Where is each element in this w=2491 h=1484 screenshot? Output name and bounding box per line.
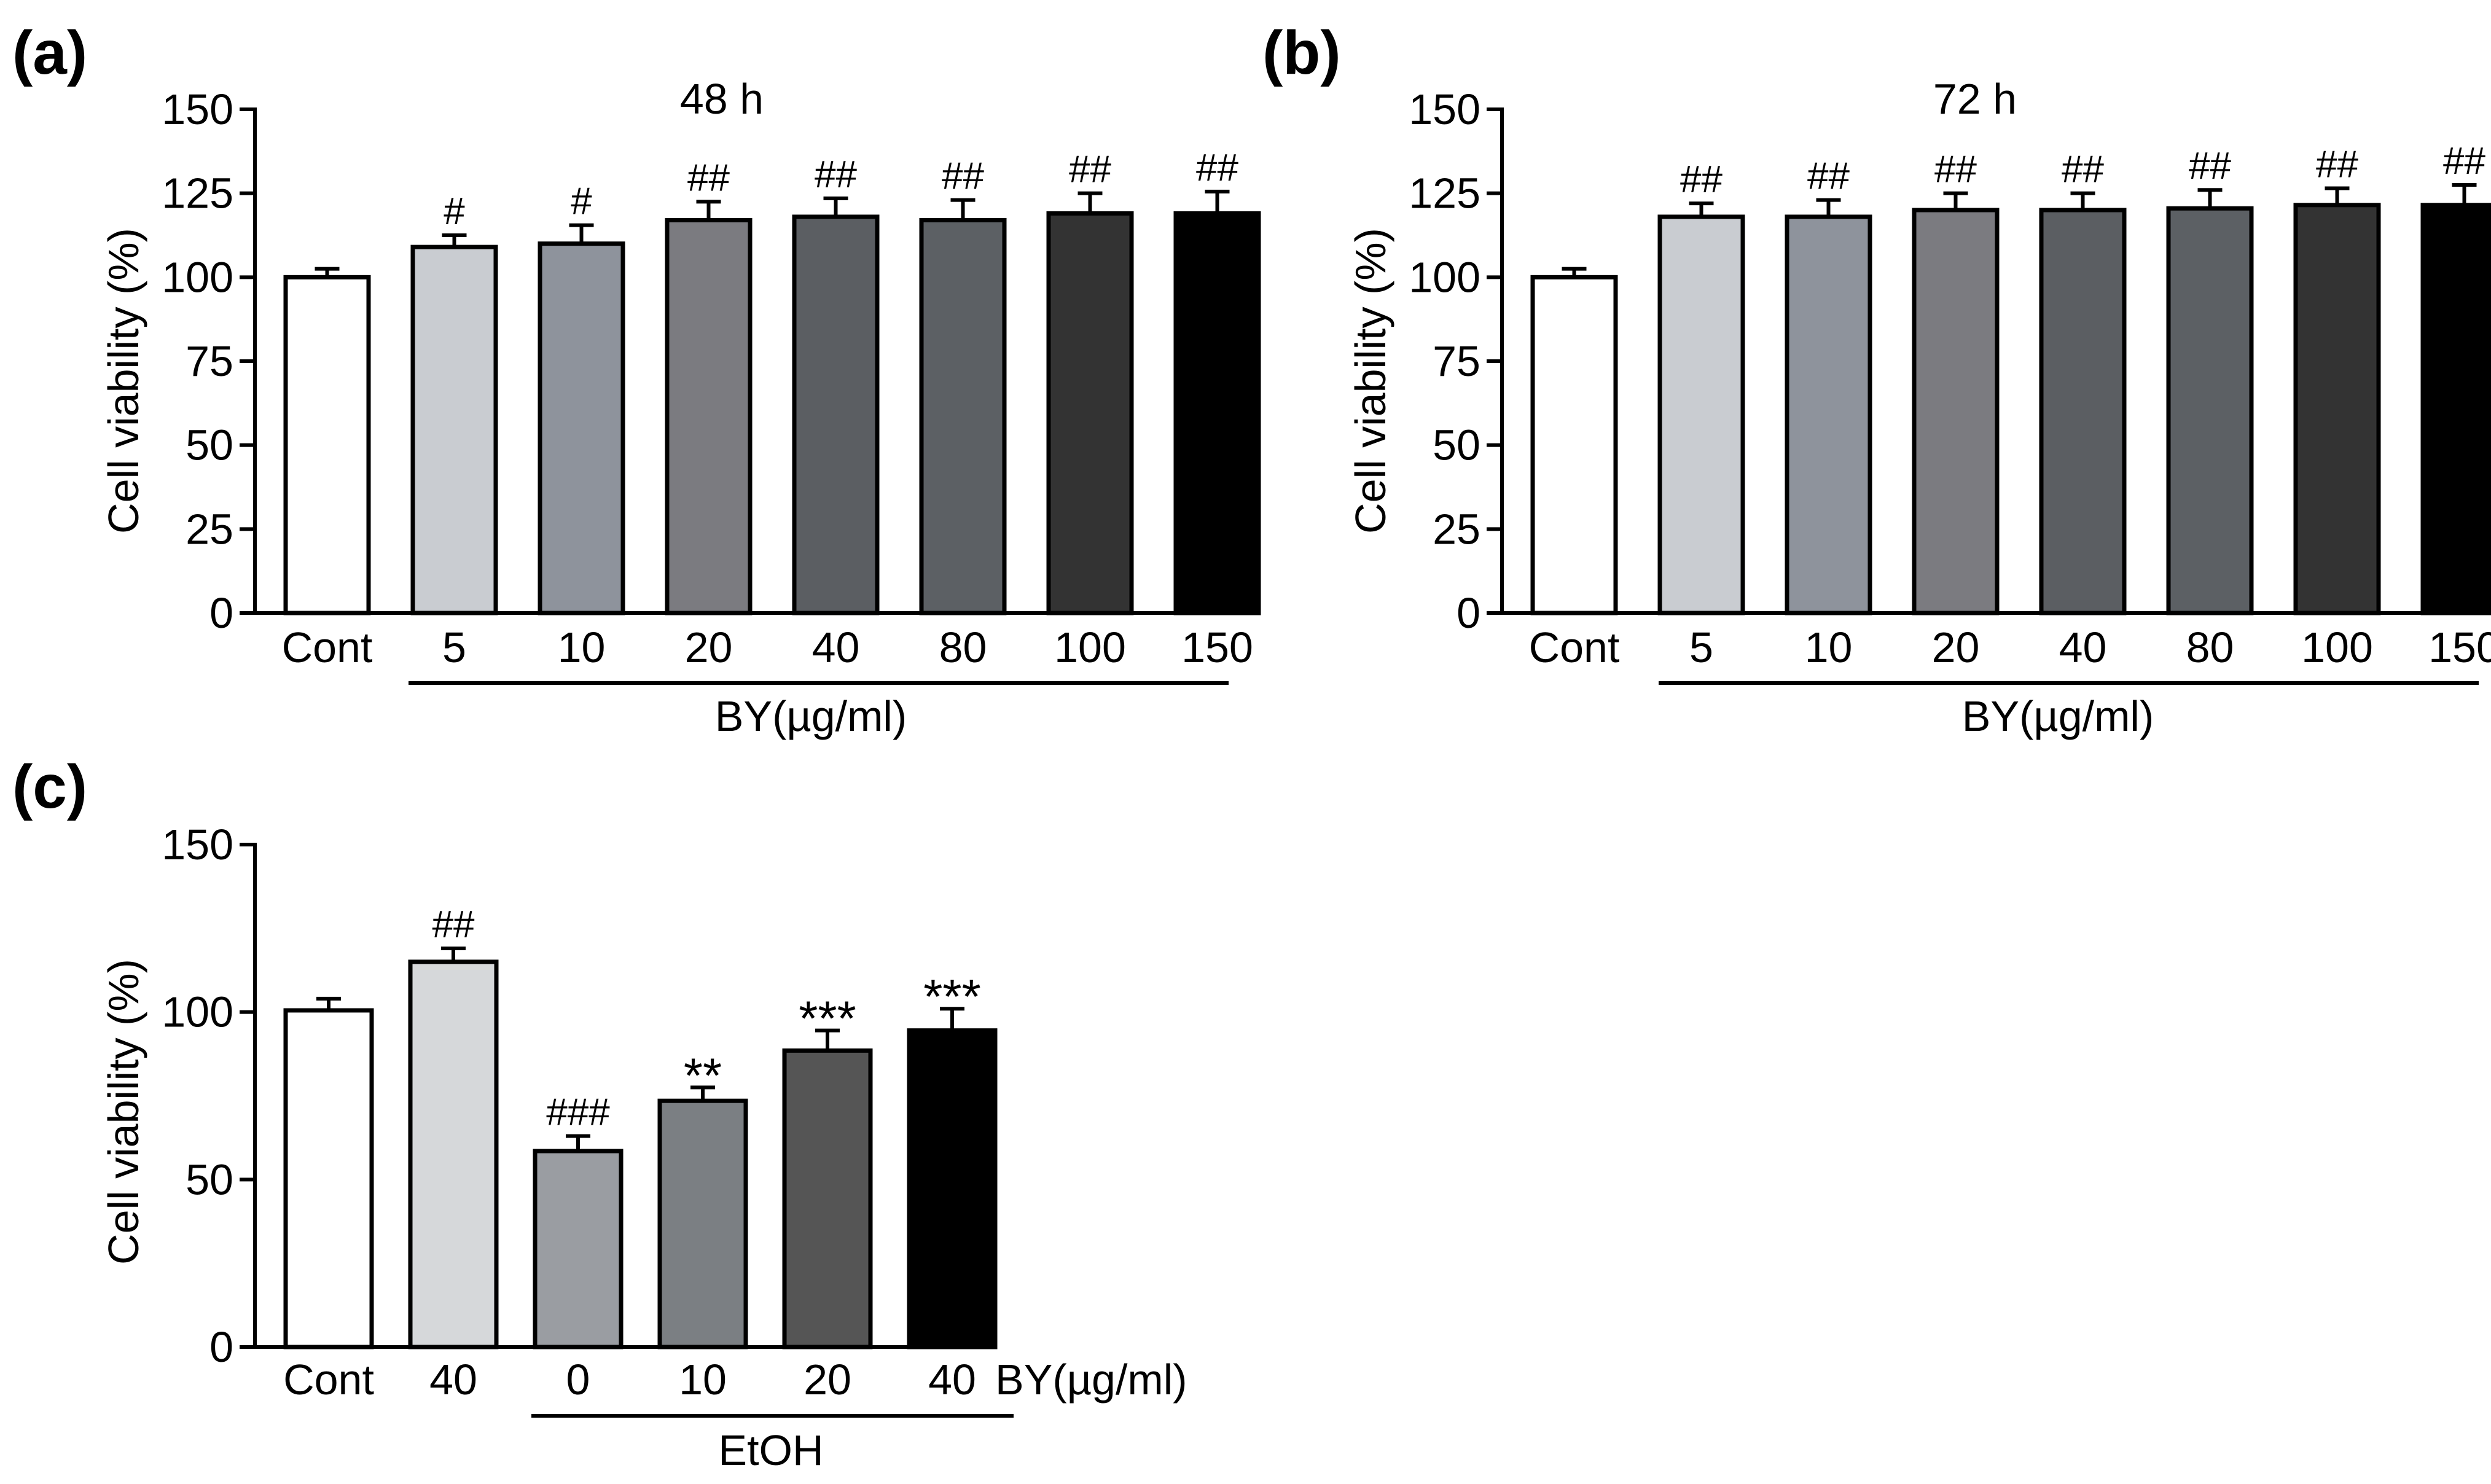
panel-a-category-label: 100 xyxy=(1054,623,1126,671)
panel-c-ylabel: Cell viability (%) xyxy=(100,959,147,1265)
panel-c-significance-mark: *** xyxy=(799,991,856,1046)
panel-a-category-label: 20 xyxy=(685,623,733,671)
panel-c-y-tick-label: 50 xyxy=(186,1155,233,1203)
panel-a-y-tick-label: 25 xyxy=(186,505,233,553)
panel-c-bar xyxy=(283,1008,374,1349)
panel-b: (b) 72 h Cell viability (%) 0 25 50 75 100 12… xyxy=(1262,18,2491,740)
panel-a-y-tick-label: 150 xyxy=(162,85,233,133)
panel-c-y-tick-label: 150 xyxy=(162,821,233,869)
panel-b-category-label: 40 xyxy=(2059,623,2107,671)
panel-b-bar xyxy=(1912,208,2000,615)
panel-b-y-tick-label: 75 xyxy=(1433,337,1480,385)
panel-a-bar xyxy=(283,275,371,615)
panel-b-bar xyxy=(2166,206,2254,615)
panel-b-category-label: 80 xyxy=(2186,623,2234,671)
panel-a-significance-mark: ## xyxy=(687,157,730,199)
panel-c-y-tick-label: 0 xyxy=(209,1323,233,1371)
panel-a-bar xyxy=(538,241,625,615)
panel-a-ylabel: Cell viability (%) xyxy=(100,228,147,534)
panel-a-significance-mark: ## xyxy=(942,155,984,198)
panel-b-y-tick-label: 125 xyxy=(1409,170,1480,217)
panel-c: (c) Cell viability (%) 050100150Cont##40… xyxy=(12,752,1187,1474)
panel-a-y-tick-label: 125 xyxy=(162,170,233,217)
panel-c-significance-mark: ## xyxy=(432,904,475,946)
panel-b-significance-mark: ## xyxy=(2189,145,2231,187)
panel-b-category-label: 20 xyxy=(1932,623,1980,671)
panel-b-y-tick-label: 50 xyxy=(1433,421,1480,469)
panel-b-significance-mark: ## xyxy=(1807,155,1850,198)
panel-b-category-label: Cont xyxy=(1529,623,1620,671)
panel-b-group-label: BY(µg/ml) xyxy=(1962,692,2154,740)
panel-c-bar xyxy=(408,959,499,1349)
panel-b-bar xyxy=(2293,203,2381,615)
panel-a-category-label: Cont xyxy=(282,623,373,671)
panel-a-title: 48 h xyxy=(680,75,764,123)
panel-c-significance-mark: *** xyxy=(923,969,980,1024)
panel-a-y-tick-label: 50 xyxy=(186,421,233,469)
panel-c-label: (c) xyxy=(12,752,87,821)
panel-c-bar xyxy=(782,1048,873,1349)
panel-c-category-label: 40 xyxy=(928,1356,976,1404)
panel-c-y-tick-label: 100 xyxy=(162,988,233,1036)
panel-a-y-tick-label: 75 xyxy=(186,337,233,385)
panel-a-y-tick-label: 0 xyxy=(209,589,233,637)
panel-c-group-label: EtOH xyxy=(718,1426,823,1474)
panel-c-category-label: 0 xyxy=(566,1356,590,1404)
panel-c-significance-mark: ** xyxy=(684,1048,722,1103)
panel-a-category-label: 80 xyxy=(939,623,987,671)
panel-a-bar xyxy=(410,244,498,615)
panel-b-y-tick-label: 100 xyxy=(1409,253,1480,301)
panel-c-category-label: Cont xyxy=(283,1356,374,1404)
panel-a-significance-mark: # xyxy=(444,190,465,233)
panel-b-bar xyxy=(1785,214,1872,615)
panel-b-significance-mark: ## xyxy=(2443,140,2485,182)
panel-b-y-tick-label: 25 xyxy=(1433,505,1480,553)
panel-c-bar xyxy=(907,1028,998,1349)
panel-b-category-label: 150 xyxy=(2428,623,2491,671)
panel-a: (a) 48 h Cell viability (%) 0 25 50 75 100 12… xyxy=(12,18,1261,740)
panel-b-significance-mark: ## xyxy=(1680,158,1723,201)
panel-a-label: (a) xyxy=(12,18,87,87)
panel-c-significance-mark: ### xyxy=(546,1091,610,1133)
panel-a-bar xyxy=(665,217,753,615)
panel-c-axis-suffix: BY(µg/ml) xyxy=(995,1356,1187,1404)
panel-b-bar xyxy=(1657,214,1745,615)
panel-a-y-tick-label: 100 xyxy=(162,253,233,301)
panel-b-significance-mark: ## xyxy=(1934,149,1977,191)
panel-a-significance-mark: ## xyxy=(815,154,857,196)
panel-a-bar xyxy=(919,217,1007,615)
panel-b-category-label: 10 xyxy=(1805,623,1853,671)
panel-a-bar xyxy=(792,214,880,615)
panel-a-category-label: 40 xyxy=(812,623,860,671)
panel-b-significance-mark: ## xyxy=(2062,149,2104,191)
panel-b-y-tick-label: 0 xyxy=(1457,589,1480,637)
panel-b-significance-mark: ## xyxy=(2316,143,2358,186)
panel-a-significance-mark: # xyxy=(571,181,592,223)
panel-a-category-label: 5 xyxy=(442,623,466,671)
panel-c-bar xyxy=(533,1149,624,1349)
panel-b-category-label: 5 xyxy=(1689,623,1713,671)
panel-a-group-label: BY(µg/ml) xyxy=(715,692,907,740)
panel-c-bar xyxy=(657,1098,748,1349)
panel-b-category-label: 100 xyxy=(2301,623,2373,671)
panel-a-bar xyxy=(1173,211,1261,615)
panel-c-category-label: 20 xyxy=(804,1356,851,1404)
panel-c-category-label: 40 xyxy=(429,1356,477,1404)
panel-b-title: 72 h xyxy=(1933,75,2017,123)
panel-b-ylabel: Cell viability (%) xyxy=(1347,228,1394,534)
panel-a-category-label: 10 xyxy=(558,623,606,671)
panel-b-y-tick-label: 150 xyxy=(1409,85,1480,133)
panel-b-bar xyxy=(2420,203,2491,615)
panel-b-bar xyxy=(2039,208,2127,615)
panel-b-label: (b) xyxy=(1262,18,1341,87)
panel-a-bar xyxy=(1046,211,1134,615)
panel-c-category-label: 10 xyxy=(679,1356,727,1404)
panel-a-significance-mark: ## xyxy=(1196,147,1238,189)
panel-a-significance-mark: ## xyxy=(1069,149,1111,191)
panel-a-category-label: 150 xyxy=(1181,623,1253,671)
panel-b-bar xyxy=(1530,275,1618,615)
